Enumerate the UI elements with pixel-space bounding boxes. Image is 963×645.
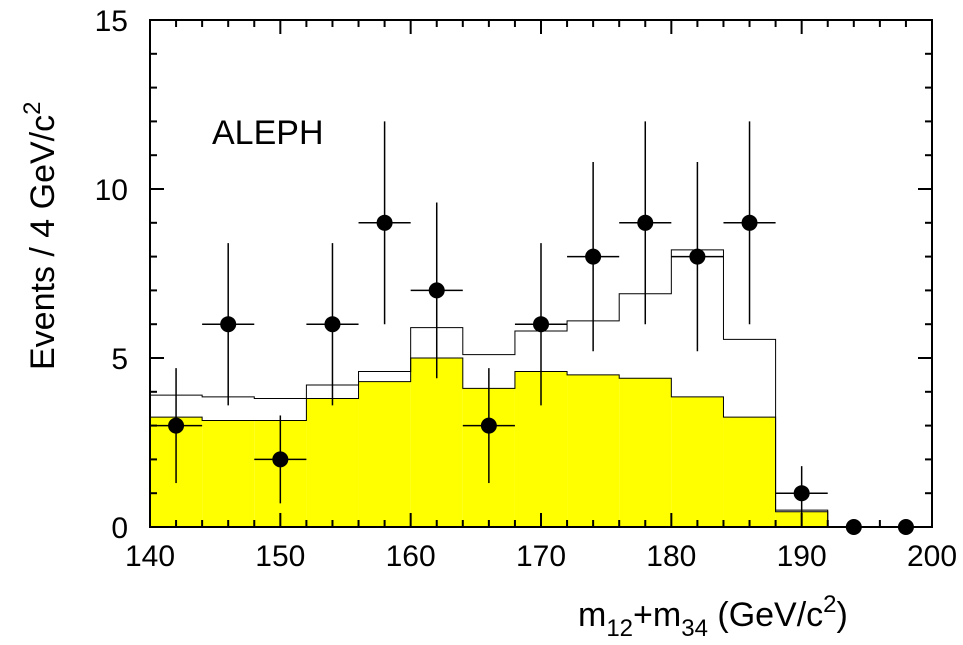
filled-bar xyxy=(567,374,620,527)
y-axis-ticks: 0 5 10 15 xyxy=(95,5,932,545)
x-axis-title: m12+m34 (GeV/c2) xyxy=(578,591,848,642)
data-point xyxy=(637,214,654,231)
filled-bar xyxy=(723,417,776,527)
x-axis-title-sub2: 34 xyxy=(681,615,708,642)
x-tick-label: 200 xyxy=(907,540,957,573)
data-point xyxy=(376,214,393,231)
y-axis-title-sup: 2 xyxy=(19,102,46,115)
y-tick-label: 0 xyxy=(111,512,128,545)
data-point xyxy=(168,417,185,434)
data-point xyxy=(689,248,706,265)
y-tick-label: 15 xyxy=(95,5,128,38)
data-points-series xyxy=(150,121,932,535)
x-axis-ticks: 140 150 160 170 180 190 200 xyxy=(125,20,957,573)
filled-bar xyxy=(306,398,359,527)
x-axis-title-sup: 2 xyxy=(823,591,836,618)
x-axis-title-m: m xyxy=(578,596,606,634)
prediction-histogram-line xyxy=(150,249,932,528)
x-tick-label: 140 xyxy=(125,540,175,573)
data-point xyxy=(324,316,341,333)
data-point xyxy=(272,451,289,468)
data-point xyxy=(741,214,758,231)
x-tick-label: 150 xyxy=(255,540,305,573)
data-point xyxy=(480,417,497,434)
y-axis-title: Events / 4 GeV/c2 xyxy=(19,102,62,370)
filled-bar xyxy=(358,381,411,527)
data-point xyxy=(533,316,549,333)
filled-bar xyxy=(410,358,463,527)
x-axis-title-sub1: 12 xyxy=(606,615,633,642)
total-prediction-histogram xyxy=(150,249,932,528)
filled-bar xyxy=(671,396,724,527)
aleph-annotation: ALEPH xyxy=(212,114,324,152)
data-point xyxy=(428,282,445,299)
x-tick-label: 160 xyxy=(386,540,436,573)
x-axis-title-close: ) xyxy=(837,596,848,634)
data-point xyxy=(585,248,602,265)
data-point xyxy=(793,485,810,502)
y-axis-title-main: Events / 4 GeV/c xyxy=(24,115,62,370)
y-tick-label: 10 xyxy=(95,174,128,207)
filled-bar xyxy=(619,378,672,527)
x-tick-label: 170 xyxy=(516,540,566,573)
x-tick-label: 190 xyxy=(777,540,827,573)
x-tick-label: 180 xyxy=(646,540,696,573)
data-point xyxy=(220,316,237,333)
filled-bar xyxy=(202,420,255,527)
x-axis-title-unit: (GeV/c xyxy=(708,596,823,634)
y-tick-label: 5 xyxy=(111,343,128,376)
x-axis-title-mid: +m xyxy=(633,596,681,634)
background-histogram-filled xyxy=(150,357,932,528)
